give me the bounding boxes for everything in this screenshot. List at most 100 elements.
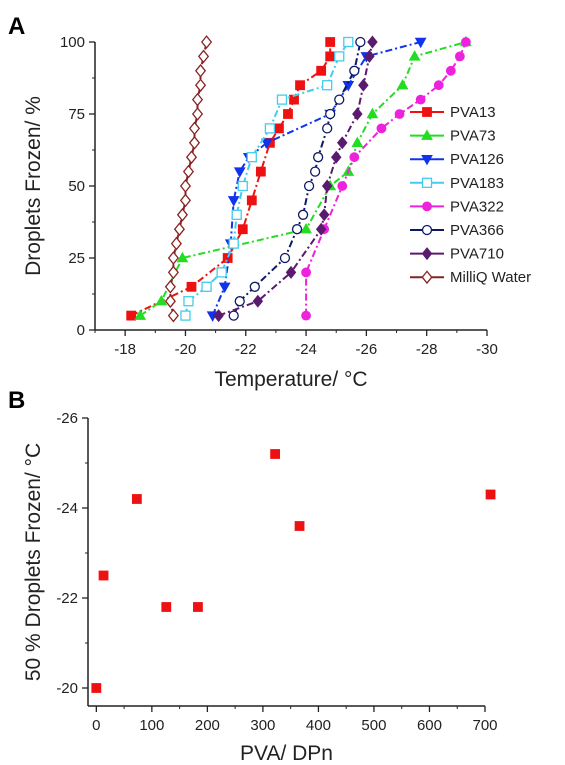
y-tick-label: -24 <box>56 500 78 517</box>
data-point <box>330 150 342 164</box>
y-tick-label: 100 <box>60 34 85 51</box>
data-point <box>445 65 456 76</box>
data-point <box>179 193 192 208</box>
series-pva710 <box>213 35 378 323</box>
data-point <box>414 37 427 49</box>
data-point <box>161 602 172 612</box>
data-point <box>291 224 303 235</box>
data-point <box>358 78 369 92</box>
data-point <box>264 123 276 134</box>
data-point <box>173 222 185 237</box>
data-point <box>183 296 194 307</box>
data-point <box>343 36 354 48</box>
data-point <box>228 310 239 321</box>
x-tick-label: -18 <box>114 341 136 358</box>
y-axis-title: 50 % Droplets Frozen/ °C <box>22 443 45 681</box>
legend-item: PVA13 <box>410 104 496 121</box>
data-point <box>315 222 327 236</box>
data-point <box>312 152 324 163</box>
data-point <box>228 238 239 249</box>
x-tick-label: 700 <box>472 717 497 734</box>
data-point <box>191 107 204 121</box>
series-line <box>211 41 421 316</box>
data-point <box>408 50 421 61</box>
data-point <box>322 80 333 91</box>
data-point <box>355 36 366 48</box>
data-point <box>188 135 201 150</box>
data-point <box>454 51 465 62</box>
data-point <box>367 35 378 49</box>
legend: PVA13 PVA73 PVA126 PVA183 PVA322 PVA366 PVA710… <box>410 104 531 286</box>
data-point <box>270 449 281 459</box>
x-axis-title: PVA/ DPn <box>240 742 333 765</box>
data-point <box>218 282 231 294</box>
x-tick-label: -20 <box>175 341 197 358</box>
data-point <box>252 294 264 308</box>
panel-a-letter: A <box>8 13 25 40</box>
series-milliq-water <box>164 35 213 323</box>
data-point <box>301 267 311 278</box>
legend-item: MilliQ Water <box>410 269 531 286</box>
data-point <box>98 570 109 581</box>
data-point <box>274 123 284 134</box>
data-point <box>351 136 364 148</box>
legend-item: PVA183 <box>410 175 504 192</box>
data-point <box>170 236 182 251</box>
data-point <box>185 150 198 165</box>
data-point <box>126 310 137 321</box>
data-point <box>321 179 333 193</box>
data-point <box>234 296 245 307</box>
x-tick-label: 100 <box>139 717 164 734</box>
legend-label: MilliQ Water <box>450 269 531 286</box>
data-point <box>155 294 168 306</box>
panel-b-letter: B <box>8 387 25 414</box>
data-point <box>176 207 189 222</box>
legend-marker <box>422 201 432 212</box>
data-point <box>222 253 233 263</box>
x-tick-label: -28 <box>416 341 438 358</box>
legend-label: PVA73 <box>450 128 496 145</box>
data-point <box>485 489 496 500</box>
data-point <box>167 308 179 323</box>
legend-item: PVA710 <box>410 246 504 263</box>
data-point <box>180 310 191 321</box>
series-line <box>218 41 374 317</box>
data-point <box>182 164 195 179</box>
data-point <box>164 279 176 294</box>
data-point <box>349 65 360 76</box>
series-pva366 <box>228 36 366 321</box>
y-tick-label: 75 <box>68 106 85 123</box>
x-tick-label: 400 <box>306 717 331 734</box>
y-tick-label: 0 <box>77 322 85 339</box>
data-point <box>366 107 379 119</box>
data-point <box>337 181 348 191</box>
data-point <box>237 180 248 192</box>
data-point <box>134 309 147 320</box>
data-point <box>295 80 305 91</box>
data-point <box>325 108 336 120</box>
data-point <box>179 179 192 193</box>
data-point <box>193 602 203 612</box>
data-point <box>233 167 246 178</box>
data-point <box>364 49 375 63</box>
data-point <box>231 209 242 220</box>
data-point <box>376 123 387 134</box>
data-point <box>396 78 409 90</box>
legend-marker <box>422 107 432 117</box>
x-tick-label: 200 <box>195 717 220 734</box>
legend-marker <box>421 154 433 166</box>
x-tick-label: 500 <box>361 717 386 734</box>
legend-item: PVA126 <box>410 151 504 168</box>
data-point <box>167 265 179 280</box>
y-tick-label: -26 <box>56 410 78 427</box>
data-point <box>433 80 444 91</box>
data-point <box>249 281 260 292</box>
data-point <box>255 166 266 177</box>
data-point <box>201 281 212 292</box>
series-pva126 <box>206 37 427 322</box>
x-tick-label: 300 <box>250 717 275 734</box>
data-point <box>216 267 227 278</box>
legend-label: PVA126 <box>450 151 504 168</box>
legend-label: PVA366 <box>450 222 504 239</box>
data-point <box>415 94 426 105</box>
